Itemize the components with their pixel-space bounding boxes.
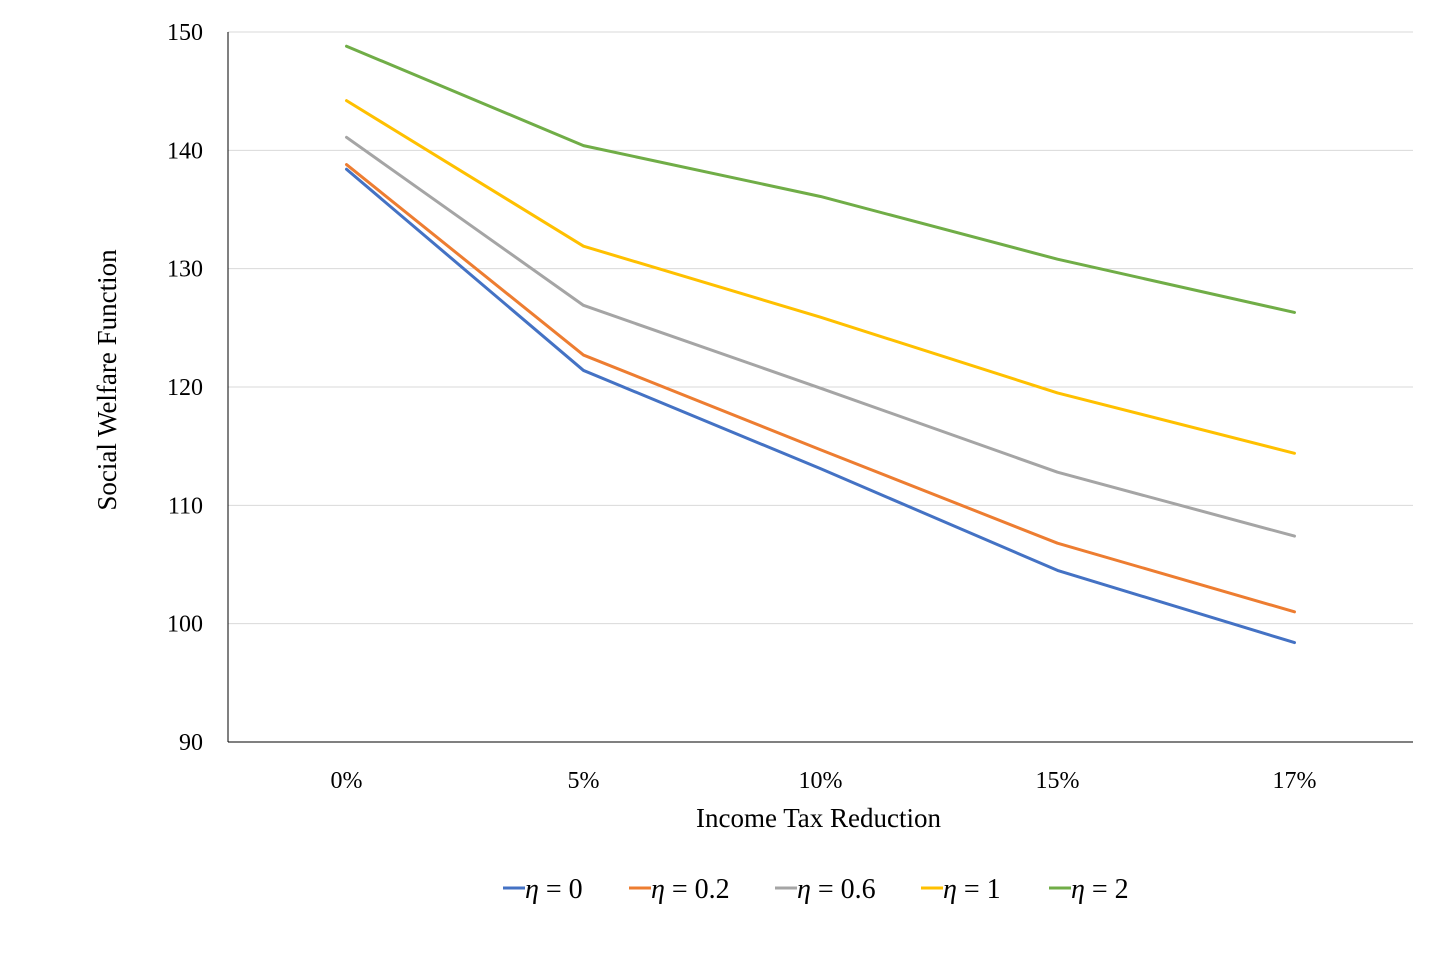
legend-label-symbol: η bbox=[651, 874, 665, 905]
legend-label-value: = 0 bbox=[539, 874, 583, 905]
legend-item: η = 2 bbox=[1049, 874, 1129, 905]
series-line bbox=[345, 167, 1296, 645]
legend-label: η = 1 bbox=[943, 874, 1001, 905]
legend-item: η = 1 bbox=[921, 874, 1001, 905]
y-tick-label: 140 bbox=[167, 138, 203, 164]
x-tick-label: 15% bbox=[1036, 768, 1080, 794]
y-axis-title: Social Welfare Function bbox=[92, 249, 122, 511]
y-tick-label: 90 bbox=[179, 730, 203, 756]
legend-label-value: = 2 bbox=[1085, 874, 1129, 905]
legend-label-symbol: η bbox=[943, 874, 957, 905]
gridlines bbox=[228, 31, 1413, 625]
x-axis-ticks: 0% 5% 10% 15% 17% bbox=[331, 768, 1317, 794]
legend-item: η = 0.2 bbox=[629, 874, 730, 905]
series-line bbox=[345, 163, 1296, 614]
y-tick-label: 150 bbox=[167, 20, 203, 46]
legend-item: η = 0.6 bbox=[775, 874, 876, 905]
legend-label-value: = 0.2 bbox=[665, 874, 730, 905]
legend-label-symbol: η bbox=[1071, 874, 1085, 905]
y-tick-label: 120 bbox=[167, 375, 203, 401]
legend-label: η = 2 bbox=[1071, 874, 1129, 905]
legend-label: η = 0.6 bbox=[797, 874, 876, 905]
legend-label-symbol: η bbox=[525, 874, 539, 905]
series-lines bbox=[345, 44, 1296, 645]
series-line bbox=[345, 99, 1296, 455]
legend-label-symbol: η bbox=[797, 874, 811, 905]
series-line bbox=[345, 135, 1296, 538]
legend-label: η = 0 bbox=[525, 874, 583, 905]
legend-label: η = 0.2 bbox=[651, 874, 730, 905]
x-tick-label: 10% bbox=[799, 768, 843, 794]
y-tick-label: 100 bbox=[167, 612, 203, 638]
x-axis-title: Income Tax Reduction bbox=[696, 803, 942, 833]
x-tick-label: 17% bbox=[1273, 768, 1317, 794]
x-tick-label: 5% bbox=[568, 768, 600, 794]
legend-item: η = 0 bbox=[503, 874, 583, 905]
y-tick-label: 110 bbox=[168, 493, 203, 519]
series-line bbox=[345, 44, 1296, 314]
x-tick-label: 0% bbox=[331, 768, 363, 794]
y-axis-ticks: 90 100 110 120 130 140 150 bbox=[167, 20, 203, 756]
legend-label-value: = 0.6 bbox=[811, 874, 876, 905]
legend-label-value: = 1 bbox=[957, 874, 1001, 905]
y-tick-label: 130 bbox=[167, 257, 203, 283]
